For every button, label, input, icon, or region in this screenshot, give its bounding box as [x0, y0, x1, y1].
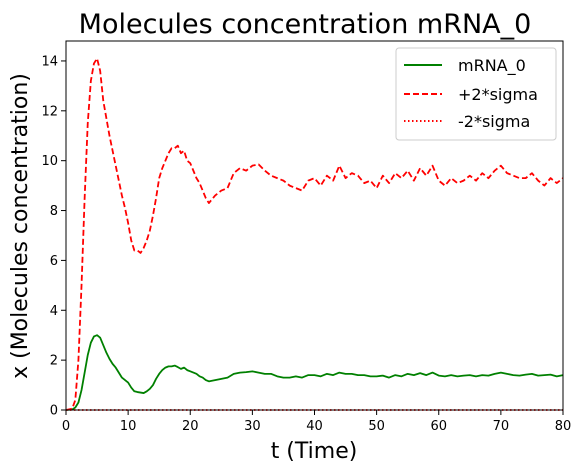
x-tick-label: 0: [62, 419, 70, 434]
x-tick-label: 80: [555, 419, 572, 434]
chart-title: Molecules concentration mRNA_0: [79, 9, 532, 40]
series-line-1: [65, 57, 564, 411]
y-axis-label: x (Molecules concentration): [8, 73, 33, 379]
y-ticks: 0 2 4 6 8 10 12 14: [41, 54, 66, 419]
x-tick-label: 40: [306, 419, 323, 434]
x-tick-label: 50: [368, 419, 385, 434]
y-tick-label: 10: [41, 154, 58, 169]
x-tick-label: 70: [493, 419, 510, 434]
y-tick-label: 0: [50, 404, 58, 419]
legend-label-plus-sigma: +2*sigma: [458, 85, 538, 104]
legend: mRNA_0 +2*sigma -2*sigma: [395, 47, 557, 141]
x-tick-label: 30: [244, 419, 261, 434]
series-line-0: [65, 334, 564, 411]
y-tick-label: 8: [50, 204, 58, 219]
y-tick-label: 12: [41, 104, 58, 119]
legend-label-minus-sigma: -2*sigma: [458, 112, 530, 131]
y-tick-label: 14: [41, 54, 58, 69]
x-tick-label: 20: [182, 419, 199, 434]
x-ticks: 0 10 20 30 40 50 60 70 80: [62, 410, 571, 434]
y-tick-label: 2: [50, 354, 58, 369]
legend-label-mrna: mRNA_0: [458, 56, 526, 76]
y-tick-label: 6: [50, 254, 58, 269]
legend-box: [395, 47, 557, 141]
x-axis-label: t (Time): [271, 439, 358, 464]
x-tick-label: 10: [120, 419, 137, 434]
y-tick-label: 4: [50, 304, 58, 319]
x-tick-label: 60: [430, 419, 447, 434]
